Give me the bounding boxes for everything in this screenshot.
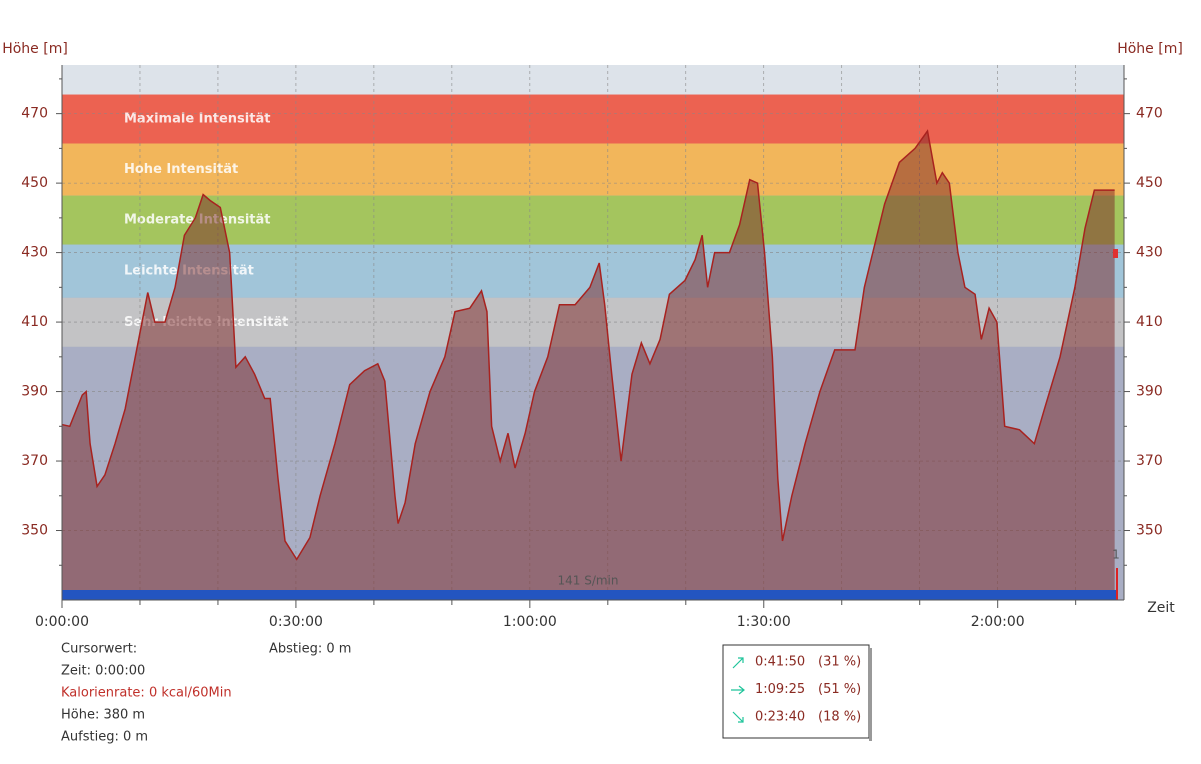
y2-tick-label: 450	[1136, 175, 1163, 191]
x-axis-title: Zeit	[1147, 600, 1175, 616]
y-tick-label: 430	[21, 245, 48, 261]
summary-percent: (51 %)	[818, 682, 861, 697]
info-line: Zeit: 0:00:00	[61, 664, 145, 679]
cadence-bar	[62, 590, 1116, 600]
info-line: Aufstieg: 0 m	[61, 730, 148, 745]
info-line: Cursorwert:	[61, 642, 137, 657]
x-tick-label: 1:00:00	[503, 614, 557, 630]
zone-label: Hohe Intensität	[124, 162, 238, 177]
summary-time: 0:23:40	[755, 710, 805, 725]
y-tick-label: 350	[21, 523, 48, 539]
y-tick-label: 410	[21, 314, 48, 330]
trend-arrow	[732, 711, 744, 723]
zone-band	[62, 94, 1124, 144]
y2-tick-label: 430	[1136, 245, 1163, 261]
cursor-marker	[1113, 249, 1118, 258]
summary-time: 0:41:50	[755, 655, 805, 670]
summary-percent: (31 %)	[818, 655, 861, 670]
elevation-line	[61, 129, 1115, 561]
x-tick-label: 0:00:00	[35, 614, 89, 630]
plot-top	[62, 65, 1124, 95]
y2-tick-label: 410	[1136, 314, 1163, 330]
summary-percent: (18 %)	[818, 710, 861, 725]
summary-box	[722, 644, 870, 739]
y2-axis-title: Höhe [m]	[1117, 41, 1183, 57]
summary-shadow	[869, 648, 872, 741]
y-tick-label: 470	[21, 106, 48, 122]
trend-arrow	[731, 685, 745, 695]
elevation-area	[62, 131, 1115, 600]
y2-tick-label: 350	[1136, 523, 1163, 539]
y2-tick-label: 370	[1136, 453, 1163, 469]
info-line: Abstieg: 0 m	[269, 642, 351, 657]
marker-label: 1	[1112, 548, 1120, 562]
zone-label: Maximale Intensität	[124, 112, 270, 127]
y2-tick-label: 470	[1136, 106, 1163, 122]
y-tick-label: 370	[21, 453, 48, 469]
x-tick-label: 2:00:00	[971, 614, 1025, 630]
cadence-label: 141 S/min	[557, 574, 618, 588]
y-tick-label: 450	[21, 175, 48, 191]
info-line: Höhe: 380 m	[61, 708, 145, 723]
y-tick-label: 390	[21, 384, 48, 400]
x-tick-label: 1:30:00	[737, 614, 791, 630]
y-axis-title: Höhe [m]	[2, 41, 68, 57]
trend-arrow	[732, 657, 744, 669]
summary-time: 1:09:25	[755, 682, 805, 697]
info-line: Kalorienrate: 0 kcal/60Min	[61, 686, 232, 701]
x-tick-label: 0:30:00	[269, 614, 323, 630]
y2-tick-label: 390	[1136, 384, 1163, 400]
